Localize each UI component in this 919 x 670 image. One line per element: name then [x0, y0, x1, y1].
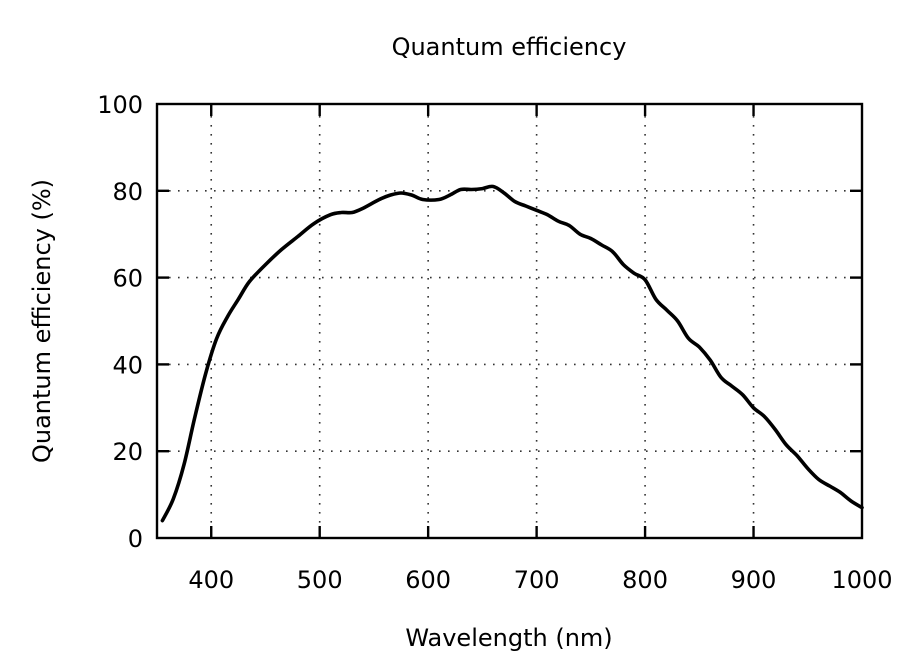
chart-title: Quantum efficiency	[392, 33, 627, 61]
y-tick-label: 20	[112, 438, 143, 466]
x-tick-label: 500	[297, 566, 343, 594]
x-tick-label: 600	[405, 566, 451, 594]
x-tick-label: 900	[731, 566, 777, 594]
x-tick-labels: 400 500 600 700 800 900 1000	[188, 566, 892, 594]
x-tick-label: 800	[622, 566, 668, 594]
y-tick-label: 60	[112, 265, 143, 293]
x-tick-label: 700	[514, 566, 560, 594]
series-layer	[160, 184, 864, 523]
y-tick-label: 0	[128, 525, 143, 553]
x-tick-label: 1000	[831, 566, 892, 594]
y-tick-label: 40	[112, 351, 143, 379]
y-axis-label: Quantum efficiency (%)	[28, 179, 56, 463]
y-tick-label: 80	[112, 178, 143, 206]
y-tick-labels: 0 20 40 60 80 100	[97, 91, 143, 553]
plot-frame	[155, 102, 864, 540]
x-axis-label: Wavelength (nm)	[405, 624, 612, 652]
series-line-quantum-efficiency	[160, 184, 864, 523]
x-tick-label: 400	[188, 566, 234, 594]
axis-ticks	[157, 104, 862, 538]
y-tick-label: 100	[97, 91, 143, 119]
grid	[169, 116, 850, 526]
